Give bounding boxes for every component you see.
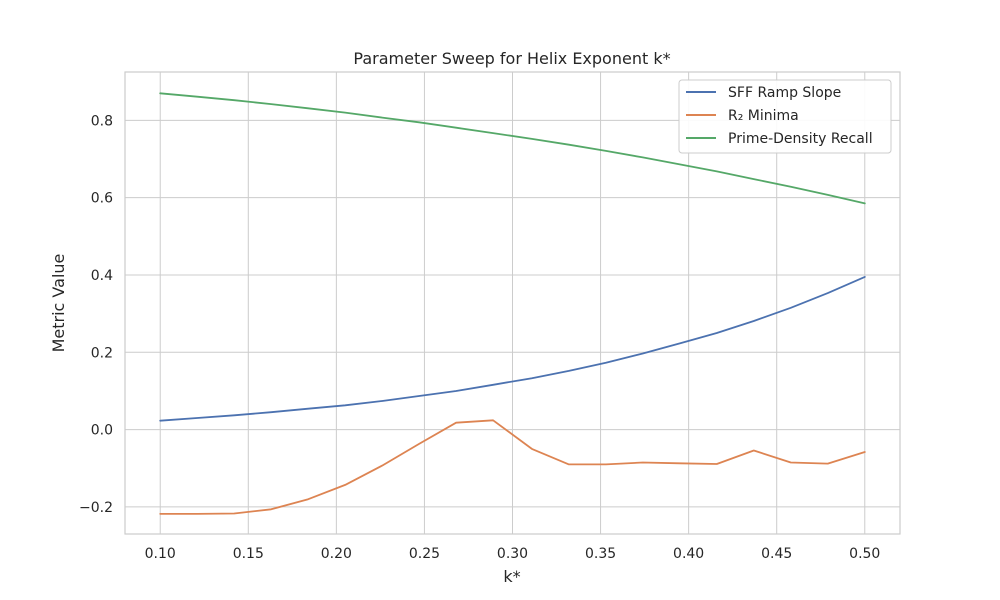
x-axis-label: k*	[503, 567, 520, 586]
y-axis-ticks: −0.2 0.0 0.2 0.4 0.6 0.8	[79, 113, 113, 516]
y-tick-label: 0.0	[91, 423, 113, 439]
y-tick-label: 0.6	[91, 191, 113, 207]
legend-box	[678, 79, 892, 154]
y-tick-label: 0.2	[91, 345, 113, 361]
series-line-r-minima	[159, 419, 866, 515]
x-tick-label: 0.45	[761, 546, 792, 562]
legend-label-r2-minima: R₂ Minima	[728, 108, 799, 124]
y-tick-label: 0.4	[91, 268, 113, 284]
x-axis-ticks: 0.10 0.15 0.20 0.25 0.30 0.35 0.40 0.45 0.50	[145, 546, 881, 562]
x-tick-label: 0.25	[409, 546, 440, 562]
plot-area	[159, 92, 866, 515]
x-tick-label: 0.30	[497, 546, 528, 562]
chart-title: Parameter Sweep for Helix Exponent k*	[353, 49, 670, 68]
x-tick-label: 0.50	[849, 546, 880, 562]
x-tick-label: 0.40	[673, 546, 704, 562]
y-tick-label: −0.2	[79, 500, 113, 516]
y-axis-label: Metric Value	[49, 254, 68, 353]
legend-label-sff-ramp-slope: SFF Ramp Slope	[728, 85, 841, 101]
legend: SFF Ramp Slope R₂ Minima Prime-Density R…	[678, 79, 892, 154]
y-tick-label: 0.8	[91, 113, 113, 129]
series-line-prime-density-recall	[159, 92, 866, 205]
plot-frame	[124, 71, 901, 535]
series-line-sff-ramp-slope	[159, 275, 866, 422]
x-tick-label: 0.35	[585, 546, 616, 562]
grid	[125, 72, 900, 534]
x-tick-label: 0.10	[145, 546, 176, 562]
x-tick-label: 0.20	[321, 546, 352, 562]
legend-label-prime-density-recall: Prime-Density Recall	[728, 131, 873, 147]
x-tick-label: 0.15	[233, 546, 264, 562]
